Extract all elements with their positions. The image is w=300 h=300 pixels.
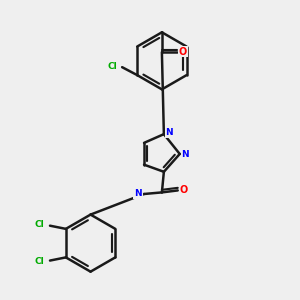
Text: N: N bbox=[165, 128, 173, 137]
Text: Cl: Cl bbox=[34, 257, 44, 266]
Text: N: N bbox=[181, 150, 189, 159]
Text: N: N bbox=[134, 189, 142, 198]
Text: O: O bbox=[180, 184, 188, 195]
Text: O: O bbox=[179, 47, 187, 57]
Text: H: H bbox=[133, 190, 141, 199]
Text: Cl: Cl bbox=[108, 62, 117, 71]
Text: Cl: Cl bbox=[34, 220, 44, 230]
